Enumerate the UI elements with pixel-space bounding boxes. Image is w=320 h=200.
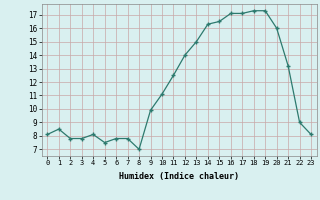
X-axis label: Humidex (Indice chaleur): Humidex (Indice chaleur): [119, 172, 239, 181]
